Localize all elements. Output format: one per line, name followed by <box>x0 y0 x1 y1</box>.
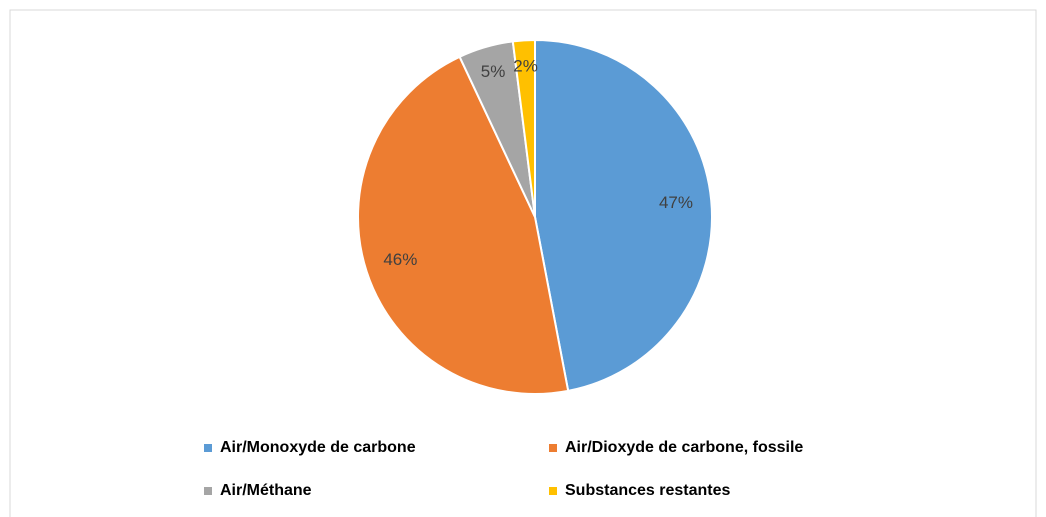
legend-swatch <box>204 444 212 452</box>
legend-swatch <box>204 487 212 495</box>
legend-swatch <box>549 487 557 495</box>
data-label: 46% <box>383 250 417 269</box>
legend-label: Air/Méthane <box>220 482 312 499</box>
legend-swatch <box>549 444 557 452</box>
legend-label: Substances restantes <box>565 482 731 499</box>
legend-label: Air/Monoxyde de carbone <box>220 439 416 456</box>
pie-slice <box>357 55 570 395</box>
data-label: 5% <box>481 62 506 81</box>
legend-label: Air/Dioxyde de carbone, fossile <box>565 439 803 456</box>
pie-slice <box>511 38 536 218</box>
data-label: 2% <box>513 56 538 75</box>
pie-slice <box>534 38 713 393</box>
data-label: 47% <box>659 193 693 212</box>
